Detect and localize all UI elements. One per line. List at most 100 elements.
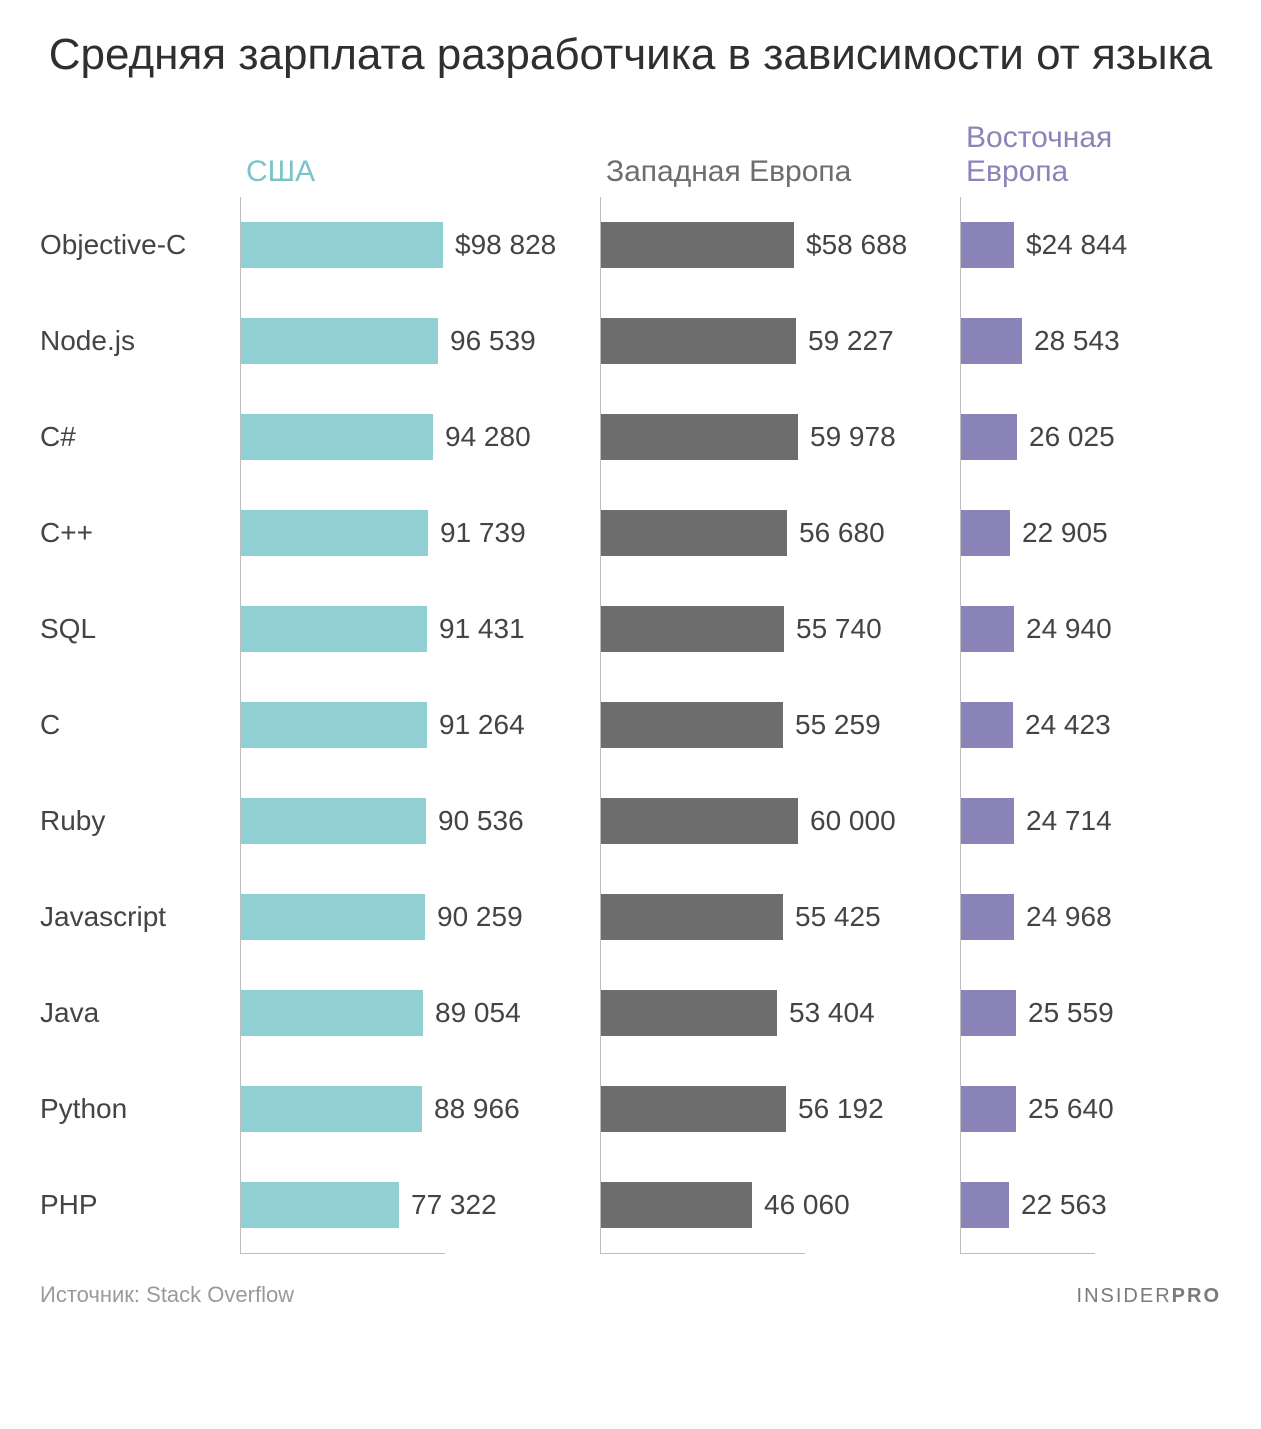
bar-usa	[240, 222, 443, 268]
value-label: 22 905	[1022, 517, 1108, 549]
series-cell-usa: 89 054	[240, 965, 600, 1061]
series-cell-weur: $58 688	[600, 197, 960, 293]
axis-line	[600, 581, 601, 677]
chart-rows: Objective-C$98 828$58 688$24 844Node.js9…	[40, 197, 1221, 1253]
axis-line	[600, 389, 601, 485]
series-cell-weur: 59 978	[600, 389, 960, 485]
chart-title: Средняя зарплата разработчика в зависимо…	[40, 30, 1221, 81]
value-label: 56 192	[798, 1093, 884, 1125]
axis-line	[960, 1157, 961, 1253]
bar-eeur	[960, 1182, 1009, 1228]
axis-line	[600, 773, 601, 869]
value-label: 91 739	[440, 517, 526, 549]
series-cell-weur: 55 425	[600, 869, 960, 965]
axis-line	[960, 965, 961, 1061]
axis-line	[960, 677, 961, 773]
axis-bottom-cell	[600, 1253, 960, 1254]
bar-weur	[600, 510, 787, 556]
series-cell-usa: 90 259	[240, 869, 600, 965]
value-label: 53 404	[789, 997, 875, 1029]
series-cell-weur: 56 192	[600, 1061, 960, 1157]
axis-line	[240, 773, 241, 869]
axis-line	[240, 965, 241, 1061]
value-label: 77 322	[411, 1189, 497, 1221]
axis-line	[960, 773, 961, 869]
value-label: 91 431	[439, 613, 525, 645]
value-label: 24 940	[1026, 613, 1112, 645]
series-cell-eeur: 24 968	[960, 869, 1220, 965]
value-label: 46 060	[764, 1189, 850, 1221]
series-cell-usa: 91 264	[240, 677, 600, 773]
axis-line	[600, 1157, 601, 1253]
data-row: PHP 77 322 46 060 22 563	[40, 1157, 1221, 1253]
axis-line	[240, 1061, 241, 1157]
bar-weur	[600, 318, 796, 364]
value-label: 24 423	[1025, 709, 1111, 741]
axis-line	[960, 197, 961, 293]
row-label: C	[40, 709, 240, 741]
series-cell-usa: 91 739	[240, 485, 600, 581]
series-cell-eeur: 25 559	[960, 965, 1220, 1061]
axis-line	[240, 389, 241, 485]
bar-weur	[600, 414, 798, 460]
brand-part2: PRO	[1172, 1285, 1221, 1307]
series-cell-eeur: 24 940	[960, 581, 1220, 677]
axis-line	[600, 197, 601, 293]
row-label: PHP	[40, 1189, 240, 1221]
axis-line	[960, 293, 961, 389]
axis-line	[240, 869, 241, 965]
bar-weur	[600, 894, 783, 940]
bar-usa	[240, 1086, 422, 1132]
bar-weur	[600, 702, 783, 748]
series-cell-eeur: 28 543	[960, 293, 1220, 389]
value-label: 26 025	[1029, 421, 1115, 453]
value-label: 28 543	[1034, 325, 1120, 357]
value-label: 91 264	[439, 709, 525, 741]
value-label: 88 966	[434, 1093, 520, 1125]
axis-line	[960, 869, 961, 965]
bar-usa	[240, 606, 427, 652]
bar-usa	[240, 798, 426, 844]
value-label: 89 054	[435, 997, 521, 1029]
axis-line	[240, 293, 241, 389]
brand-part1: INSIDER	[1077, 1285, 1172, 1307]
axis-line	[600, 293, 601, 389]
series-cell-eeur: 25 640	[960, 1061, 1220, 1157]
row-label: Node.js	[40, 325, 240, 357]
axis-line	[240, 1157, 241, 1253]
data-row: SQL91 43155 74024 940	[40, 581, 1221, 677]
bar-weur	[600, 606, 784, 652]
axis-line	[600, 1061, 601, 1157]
series-cell-usa: 96 539	[240, 293, 600, 389]
axis-line	[600, 485, 601, 581]
series-cell-weur: 60 000	[600, 773, 960, 869]
row-label: Python	[40, 1093, 240, 1125]
series-cell-usa: 77 322	[240, 1157, 600, 1253]
value-label: $98 828	[455, 229, 556, 261]
data-row: Node.js96 53959 22728 543	[40, 293, 1221, 389]
column-header-eeur: Восточная Европа	[960, 121, 1220, 189]
bar-eeur	[960, 702, 1013, 748]
value-label: 22 563	[1021, 1189, 1107, 1221]
axis-line	[960, 581, 961, 677]
value-label: 94 280	[445, 421, 531, 453]
bar-usa	[240, 1182, 399, 1228]
series-cell-eeur: 22 563	[960, 1157, 1220, 1253]
bar-eeur	[960, 990, 1016, 1036]
value-label: 25 640	[1028, 1093, 1114, 1125]
bar-eeur	[960, 894, 1014, 940]
bar-usa	[240, 414, 433, 460]
bar-weur	[600, 222, 794, 268]
column-headers: СШАЗападная ЕвропаВосточная Европа	[40, 121, 1221, 189]
series-cell-usa: $98 828	[240, 197, 600, 293]
axis-bottom-line	[960, 1253, 1095, 1254]
axis-line	[240, 677, 241, 773]
bar-weur	[600, 1086, 786, 1132]
value-label: 90 259	[437, 901, 523, 933]
axis-line	[240, 581, 241, 677]
bar-weur	[600, 990, 777, 1036]
axis-bottom	[40, 1253, 1221, 1254]
row-label: C++	[40, 517, 240, 549]
bar-eeur	[960, 318, 1022, 364]
series-cell-weur: 53 404	[600, 965, 960, 1061]
